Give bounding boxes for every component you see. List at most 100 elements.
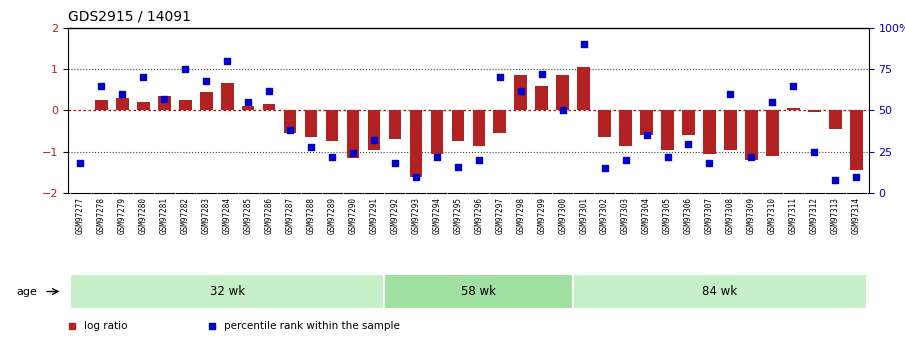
Bar	[452, 110, 464, 141]
Bar	[116, 98, 129, 110]
Text: GSM97299: GSM97299	[538, 197, 547, 234]
Point	[723, 91, 738, 97]
Bar	[262, 104, 275, 110]
Point	[367, 137, 381, 143]
Text: GSM97310: GSM97310	[767, 197, 776, 234]
Point	[828, 177, 843, 183]
Bar	[662, 110, 674, 150]
Bar	[577, 67, 590, 110]
Bar	[137, 102, 149, 110]
Point	[199, 78, 214, 83]
Point	[702, 161, 717, 166]
Point	[576, 41, 591, 47]
Point	[681, 141, 696, 146]
Bar	[703, 110, 716, 154]
Point	[849, 174, 863, 179]
Text: GSM97281: GSM97281	[160, 197, 169, 234]
Text: GDS2915 / 14091: GDS2915 / 14091	[68, 10, 191, 24]
Text: GSM97278: GSM97278	[97, 197, 106, 234]
Text: GSM97291: GSM97291	[369, 197, 378, 234]
Text: GSM97305: GSM97305	[663, 197, 672, 234]
Text: GSM97303: GSM97303	[621, 197, 630, 234]
Point	[639, 132, 653, 138]
Text: GSM97284: GSM97284	[223, 197, 232, 234]
Text: GSM97283: GSM97283	[202, 197, 211, 234]
Text: GSM97280: GSM97280	[138, 197, 148, 234]
Bar	[682, 110, 695, 135]
Point	[786, 83, 801, 88]
Text: GSM97292: GSM97292	[390, 197, 399, 234]
Point	[157, 96, 172, 101]
Bar	[367, 110, 380, 150]
Bar	[850, 110, 862, 170]
Point	[744, 154, 758, 159]
Point	[178, 66, 193, 72]
Point	[409, 174, 424, 179]
Point	[387, 161, 402, 166]
Bar	[573, 275, 867, 308]
Text: GSM97295: GSM97295	[453, 197, 462, 234]
Text: 84 wk: 84 wk	[702, 285, 738, 298]
Text: GSM97290: GSM97290	[348, 197, 357, 234]
Text: GSM97307: GSM97307	[705, 197, 714, 234]
Text: 58 wk: 58 wk	[462, 285, 496, 298]
Text: GSM97312: GSM97312	[810, 197, 819, 234]
Point	[556, 108, 570, 113]
Text: GSM97311: GSM97311	[789, 197, 798, 234]
Bar	[557, 75, 569, 110]
Text: log ratio: log ratio	[84, 321, 128, 331]
Point	[472, 157, 486, 163]
Text: GSM97286: GSM97286	[264, 197, 273, 234]
Bar	[598, 110, 611, 137]
Point	[535, 71, 549, 77]
Text: GSM97297: GSM97297	[495, 197, 504, 234]
Text: GSM97293: GSM97293	[412, 197, 421, 234]
Text: GSM97282: GSM97282	[181, 197, 190, 234]
Bar	[242, 106, 254, 110]
Bar	[472, 110, 485, 146]
Bar	[284, 110, 297, 133]
Point	[283, 128, 298, 133]
Bar	[745, 110, 757, 160]
Bar	[388, 110, 401, 139]
Text: GSM97294: GSM97294	[433, 197, 442, 234]
Bar	[640, 110, 653, 135]
Bar	[787, 108, 800, 110]
Bar	[305, 110, 318, 137]
Text: GSM97309: GSM97309	[747, 197, 756, 234]
Bar	[385, 275, 573, 308]
Point	[262, 88, 276, 93]
Text: GSM97313: GSM97313	[831, 197, 840, 234]
Text: GSM97301: GSM97301	[579, 197, 588, 234]
Bar	[95, 100, 108, 110]
Point	[765, 99, 779, 105]
Point	[597, 166, 612, 171]
Text: GSM97288: GSM97288	[307, 197, 316, 234]
Bar	[158, 96, 171, 110]
Bar	[70, 275, 385, 308]
Text: GSM97302: GSM97302	[600, 197, 609, 234]
Bar	[179, 100, 192, 110]
Bar	[221, 83, 233, 110]
Bar	[347, 110, 359, 158]
Bar	[410, 110, 423, 177]
Text: GSM97306: GSM97306	[684, 197, 693, 234]
Bar	[514, 75, 527, 110]
Point	[430, 154, 444, 159]
Bar	[431, 110, 443, 154]
Text: GSM97304: GSM97304	[642, 197, 651, 234]
Bar	[493, 110, 506, 133]
Point	[136, 75, 150, 80]
Point	[220, 58, 234, 63]
Point	[618, 157, 633, 163]
Bar	[200, 92, 213, 110]
Point	[325, 154, 339, 159]
Point	[492, 75, 507, 80]
Text: age: age	[16, 287, 37, 296]
Text: GSM97314: GSM97314	[852, 197, 861, 234]
Point	[241, 99, 255, 105]
Point	[304, 144, 319, 150]
Bar	[724, 110, 737, 150]
Text: GSM97308: GSM97308	[726, 197, 735, 234]
Text: GSM97300: GSM97300	[558, 197, 567, 234]
